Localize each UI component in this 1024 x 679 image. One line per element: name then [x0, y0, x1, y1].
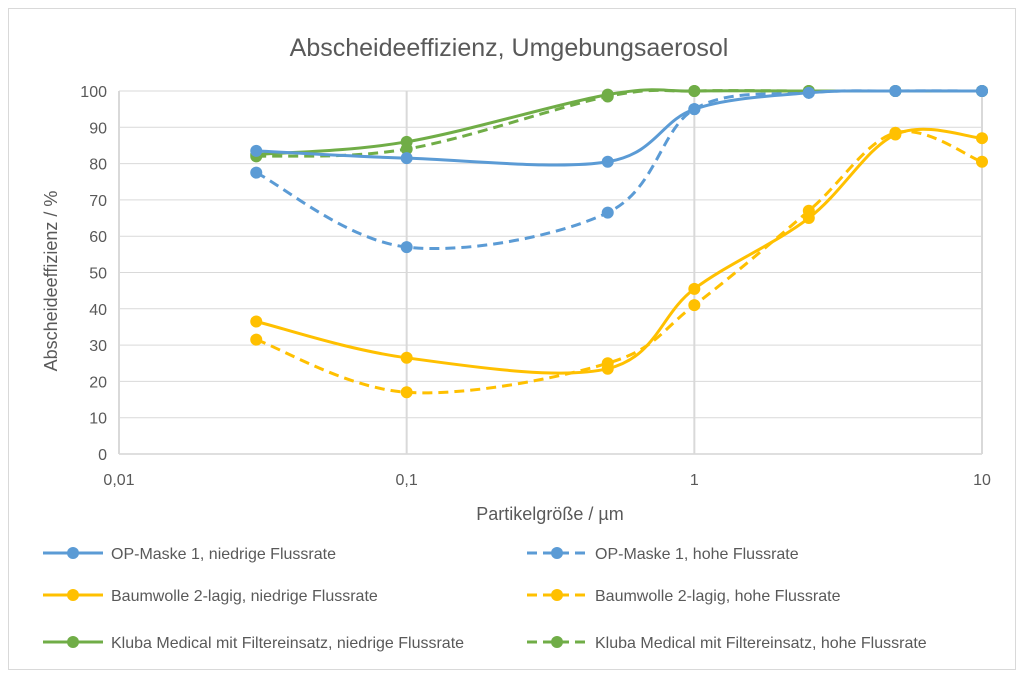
y-tick-label: 40	[89, 302, 107, 319]
series-line	[255, 129, 983, 395]
y-tick-label: 50	[89, 266, 107, 283]
data-point	[400, 241, 413, 254]
legend-item: Kluba Medical mit Filtereinsatz, niedrig…	[43, 635, 464, 652]
chart-frame: Abscheideeffizienz, Umgebungsaerosol 0 10…	[8, 8, 1016, 670]
data-point	[400, 386, 413, 399]
data-point	[976, 155, 988, 168]
series-line	[256, 89, 983, 167]
legend-item: Baumwolle 2-lagig, hohe Flussrate	[527, 588, 841, 605]
legend-marker	[551, 636, 563, 648]
data-point	[688, 282, 701, 295]
y-tick-label: 70	[89, 193, 107, 210]
series-0	[250, 85, 988, 168]
y-tick-label: 100	[80, 84, 107, 101]
data-point	[802, 86, 815, 99]
y-tick-label: 60	[89, 229, 107, 246]
legend-marker	[551, 547, 563, 559]
grid-layer	[118, 90, 983, 455]
legend-marker	[67, 589, 79, 601]
x-axis-title: Partikelgröße / µm	[476, 504, 623, 524]
series-line	[255, 89, 983, 251]
y-tick-label: 30	[89, 338, 107, 355]
x-tick-label: 10	[973, 472, 991, 489]
data-point	[688, 85, 701, 97]
legend: OP-Maske 1, niedrige Flussrate OP-Maske 1…	[43, 546, 927, 652]
series-4	[250, 85, 988, 161]
data-point	[976, 132, 988, 145]
legend-marker	[67, 547, 79, 559]
data-point	[802, 204, 815, 217]
y-axis-title: Abscheideeffizienz / %	[41, 191, 61, 372]
data-point	[889, 85, 902, 97]
x-tick-label: 1	[690, 472, 699, 489]
chart: Abscheideeffizienz, Umgebungsaerosol 010…	[41, 34, 991, 652]
data-point	[601, 357, 614, 370]
data-point	[688, 103, 701, 116]
legend-label: OP-Maske 1, hohe Flussrate	[595, 546, 799, 563]
legend-item: OP-Maske 1, hohe Flussrate	[527, 546, 799, 563]
legend-label: Kluba Medical mit Filtereinsatz, niedrig…	[111, 635, 464, 652]
data-point	[889, 126, 902, 139]
legend-item: Baumwolle 2-lagig, niedrige Flussrate	[43, 588, 378, 605]
legend-item: OP-Maske 1, niedrige Flussrate	[43, 546, 336, 563]
data-point	[601, 90, 614, 103]
series-5	[250, 85, 988, 163]
series-layer	[250, 85, 988, 399]
x-tick-label: 0,01	[103, 472, 134, 489]
chart-title: Abscheideeffizienz, Umgebungsaerosol	[290, 34, 729, 62]
data-point	[400, 143, 413, 156]
y-tick-label: 0	[98, 447, 107, 464]
legend-label: OP-Maske 1, niedrige Flussrate	[111, 546, 336, 563]
legend-marker	[551, 589, 563, 601]
series-2	[250, 127, 988, 375]
data-point	[400, 351, 413, 364]
data-point	[601, 155, 614, 168]
axis-label-layer: 0 10 20 30 40 50 60 70 80 90 100 0,01 0,1 1 10	[80, 84, 991, 489]
data-point	[250, 166, 263, 179]
x-tick-label: 0,1	[396, 472, 418, 489]
series-line	[255, 127, 983, 375]
series-3	[250, 126, 988, 399]
y-tick-label: 80	[89, 157, 107, 174]
y-tick-label: 90	[89, 120, 107, 137]
data-point	[976, 85, 988, 97]
data-point	[250, 315, 263, 328]
y-tick-label: 20	[89, 374, 107, 391]
legend-marker	[67, 636, 79, 648]
legend-label: Baumwolle 2-lagig, hohe Flussrate	[595, 588, 841, 605]
data-point	[250, 144, 263, 157]
legend-item: Kluba Medical mit Filtereinsatz, hohe Fl…	[527, 635, 927, 652]
data-point	[688, 299, 701, 312]
y-tick-label: 10	[89, 411, 107, 428]
series-1	[250, 85, 988, 254]
data-point	[250, 333, 263, 346]
legend-label: Kluba Medical mit Filtereinsatz, hohe Fl…	[595, 635, 927, 652]
legend-label: Baumwolle 2-lagig, niedrige Flussrate	[111, 588, 378, 605]
data-point	[601, 206, 614, 219]
data-point	[400, 152, 413, 165]
